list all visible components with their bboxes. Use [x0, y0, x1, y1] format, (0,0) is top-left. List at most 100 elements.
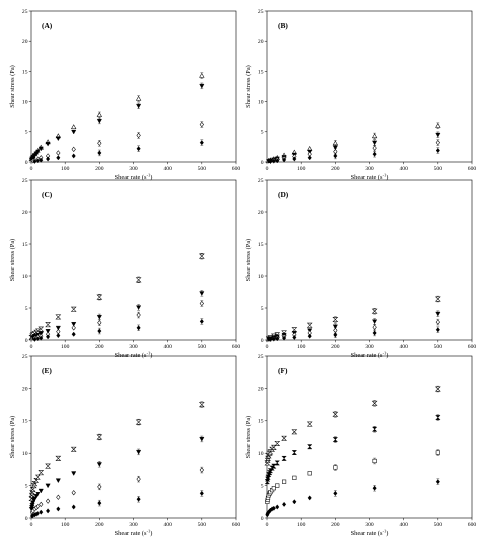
data-point: [97, 150, 102, 156]
x-tick-label: 0: [30, 344, 33, 350]
data-point: [97, 484, 102, 490]
series-4: [30, 490, 204, 519]
y-tick-label: 5: [261, 306, 264, 312]
data-point: [292, 475, 297, 480]
series-2: [266, 310, 441, 342]
x-axis-title-end: ): [150, 352, 152, 359]
series-4: [32, 139, 204, 164]
x-axis-title: Shear rate (s-1): [351, 529, 389, 537]
series-4: [268, 326, 440, 342]
data-point: [46, 508, 51, 514]
x-axis-title-end: ): [386, 174, 388, 181]
x-axis-title-superscript: -1: [383, 529, 387, 534]
series-1: [28, 253, 205, 340]
series-4: [268, 147, 440, 164]
data-point: [268, 158, 273, 164]
data-point: [96, 294, 103, 300]
data-point: [435, 132, 441, 138]
data-point: [332, 324, 338, 330]
data-point: [275, 336, 280, 342]
data-point: [307, 471, 312, 476]
panel-label: (C): [42, 190, 53, 199]
x-axis-title-superscript: -1: [383, 173, 387, 178]
panel-5: 0 100 200 300 400 500 600 0 5 10 15 20 25 Shear rate …: [9, 354, 240, 537]
data-point: [34, 474, 41, 480]
x-axis-title-end: ): [150, 530, 152, 537]
data-point: [291, 450, 298, 455]
data-point: [199, 300, 204, 307]
data-point: [46, 334, 51, 340]
x-tick-label: 0: [266, 166, 269, 172]
x-axis-title-superscript: -1: [147, 529, 151, 534]
y-axis-title: Shear stress (Pa): [245, 416, 252, 459]
data-point: [71, 146, 76, 152]
data-point: [291, 327, 298, 333]
y-tick-label: 15: [258, 69, 264, 75]
data-point: [39, 157, 44, 163]
data-point: [31, 496, 37, 502]
y-tick-label: 25: [22, 9, 28, 15]
data-point: [45, 498, 51, 504]
x-axis-title: Shear rate (s-1): [351, 173, 389, 181]
x-axis-title-end: ): [386, 530, 388, 537]
data-point: [292, 499, 297, 505]
x-tick-label: 200: [95, 166, 104, 172]
data-point: [282, 479, 287, 484]
x-tick-label: 600: [232, 522, 241, 528]
x-axis-title-text: Shear rate (s: [351, 530, 383, 537]
data-point: [45, 329, 51, 334]
data-point: [435, 450, 440, 455]
data-point: [35, 503, 40, 509]
data-point: [46, 156, 51, 162]
y-tick-label: 5: [25, 306, 28, 312]
data-point: [274, 441, 281, 446]
x-tick-label: 200: [331, 166, 340, 172]
data-point: [135, 419, 142, 425]
y-tick-label: 15: [258, 419, 264, 425]
x-tick-label: 300: [365, 344, 374, 350]
x-tick-label: 600: [232, 166, 241, 172]
data-point: [56, 494, 61, 500]
data-point: [199, 83, 205, 89]
data-point: [282, 501, 287, 507]
data-point: [332, 145, 338, 151]
x-tick-label: 100: [61, 522, 70, 528]
data-point: [199, 72, 205, 78]
data-point: [199, 140, 204, 146]
y-tick-label: 0: [261, 160, 264, 166]
y-tick-label: 0: [261, 516, 264, 522]
data-point: [55, 478, 61, 484]
x-tick-label: 0: [266, 522, 269, 528]
y-axis-title: Shear stress (Pa): [9, 239, 16, 282]
data-point: [97, 140, 102, 146]
panel-6: 0 100 200 300 400 500 600 0 5 10 15 20 25 Shear rate …: [245, 354, 476, 537]
x-tick-label: 300: [129, 522, 138, 528]
data-point: [372, 330, 377, 336]
x-axis-title: Shear rate (s-1): [351, 351, 389, 359]
data-point: [136, 496, 141, 502]
series-3: [30, 121, 204, 164]
plot-area-frame: [30, 355, 237, 519]
data-point: [271, 505, 276, 511]
data-point: [199, 467, 204, 473]
x-axis-title: Shear rate (s-1): [115, 529, 153, 537]
data-point: [332, 437, 339, 442]
data-point: [56, 506, 61, 512]
data-point: [372, 485, 377, 491]
data-point: [199, 436, 205, 442]
x-tick-label: 500: [198, 522, 207, 528]
data-point: [56, 155, 61, 161]
y-tick-label: 20: [258, 210, 264, 216]
data-point: [199, 291, 205, 296]
series-2: [264, 414, 441, 485]
data-point: [282, 335, 287, 341]
data-point: [434, 386, 441, 392]
x-axis-title-text: Shear rate (s: [351, 352, 383, 359]
data-point: [96, 434, 103, 440]
y-tick-label: 20: [258, 39, 264, 45]
data-point: [372, 458, 377, 464]
panel-label: (E): [42, 366, 52, 375]
data-point: [56, 150, 61, 156]
panel-label: (B): [278, 21, 288, 30]
